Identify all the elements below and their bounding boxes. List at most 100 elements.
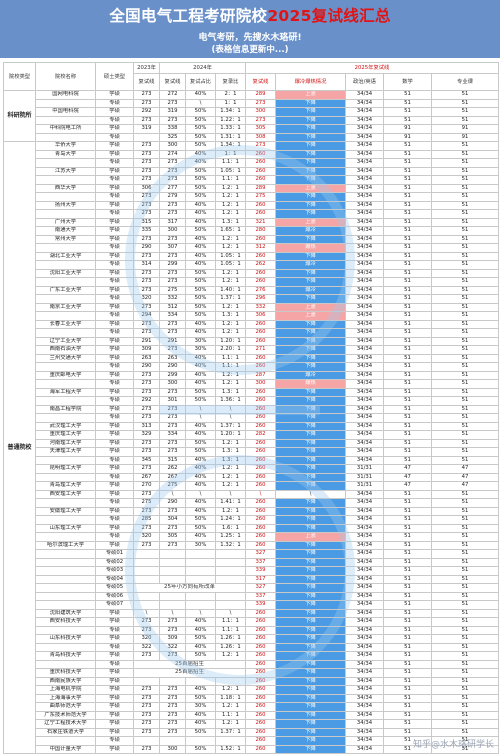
line-2025: 260	[245, 642, 276, 652]
school-name: 广东工业大学	[35, 285, 96, 295]
politics-english: 34/34	[345, 166, 384, 176]
degree-type: 专硕	[95, 498, 134, 508]
math: 51	[383, 532, 432, 542]
line-2025: 308	[245, 132, 276, 142]
degree-type: 学硕	[95, 387, 134, 397]
pct-2024: 50%	[185, 523, 216, 533]
line-2024: 279	[159, 192, 186, 202]
trend-badge: 下降	[275, 447, 346, 457]
table-row: 广州大学 学硕 315 317 40% 1.3：1 321 上涨 34/34 51 51	[4, 217, 500, 227]
major-course: 51	[430, 498, 500, 508]
politics-english: 34/34	[345, 141, 384, 151]
header-2024: 2024年	[159, 62, 246, 74]
pct-2024: 50%	[185, 651, 216, 661]
major-course: 51	[430, 600, 500, 610]
math: 51	[383, 676, 432, 686]
line-2024: 273	[159, 727, 186, 737]
major-course: 51	[430, 634, 500, 644]
line-2024: 312	[159, 302, 186, 312]
politics-english: 34/34	[345, 107, 384, 117]
line-2025: 260	[245, 387, 276, 397]
major-course: 51	[430, 260, 500, 270]
pct-2024: 40%	[185, 234, 216, 244]
line-2025: 260	[245, 625, 276, 635]
line-2025: 280	[245, 226, 276, 236]
line-2023: 319	[133, 124, 160, 134]
major-course: 51	[430, 209, 500, 219]
trend-badge: 下降	[275, 438, 346, 448]
line-2023	[133, 557, 160, 567]
politics-english: 34/34	[345, 489, 384, 499]
degree-type: 专硕	[95, 328, 134, 338]
line-2023: 273	[133, 447, 160, 457]
politics-english: 34/34	[345, 549, 384, 559]
line-2024: 290	[159, 362, 186, 372]
ratio-2024	[215, 549, 246, 559]
major-course: 51	[430, 200, 500, 210]
table-row: 安徽理工大学 学硕 273 273 40% 1.2：1 260 下降 34/34 51 51	[4, 506, 500, 516]
line-2024: 273	[159, 404, 186, 414]
politics-english: 34/34	[345, 243, 384, 253]
pct-2024: 30%	[185, 540, 216, 550]
degree-type: 学硕	[95, 345, 134, 355]
trend-badge: 上涨	[275, 183, 346, 193]
pct-2024: 50%	[185, 132, 216, 142]
line-2024: 334	[159, 430, 186, 440]
table-row: 专硕 345 315 40% 1.3：1 260 下降 34/34 51 51	[4, 455, 500, 465]
ratio-2024: 1.25：1	[215, 532, 246, 542]
school-name: 上海电机学院	[35, 685, 96, 695]
pct-2024: 40%	[185, 421, 216, 431]
school-name	[35, 158, 96, 168]
math: 51	[383, 200, 432, 210]
pct-2024: 50%	[185, 183, 216, 193]
line-2023: 273	[133, 617, 160, 627]
header-politics: 政治/英语	[345, 73, 384, 91]
table-row: 专硕 267 267 40% 1.2：1 260 下降 31/31 47 47	[4, 472, 500, 482]
major-course: 51	[430, 311, 500, 321]
politics-english: 31/31	[345, 481, 384, 491]
line-2023: 314	[133, 260, 160, 270]
math: 51	[383, 557, 432, 567]
line-2025: 260	[245, 396, 276, 406]
math: 51	[383, 243, 432, 253]
trend-badge: 下降	[275, 362, 346, 372]
ratio-2024: 1.2：1	[215, 268, 246, 278]
line-2024: 273	[159, 115, 186, 125]
major-course: 51	[430, 710, 500, 720]
table-row: 中国电科院 学硕 292 319 50% 1.34：1 300 下降 34/34 51 51	[4, 107, 500, 117]
ratio-2024: 1.05：1	[215, 166, 246, 176]
line-2023: 273	[133, 268, 160, 278]
degree-type: 学硕	[95, 617, 134, 627]
line-2024: 273	[159, 328, 186, 338]
line-2024: 274	[159, 149, 186, 159]
politics-english: 34/34	[345, 727, 384, 737]
line-2023: 273	[133, 413, 160, 423]
line-2024: 273	[159, 234, 186, 244]
line-2025: 260	[245, 481, 276, 491]
school-name: 西南民族大学	[35, 676, 96, 686]
pct-2024: 50%	[185, 311, 216, 321]
major-course: 51	[430, 447, 500, 457]
pct-2024: 50%	[185, 634, 216, 644]
header-school-type: 院校类型	[3, 62, 36, 91]
politics-english: 34/34	[345, 617, 384, 627]
line-2024: 273	[159, 447, 186, 457]
politics-english: 34/34	[345, 676, 384, 686]
math: 51	[383, 234, 432, 244]
major-course: 51	[430, 702, 500, 712]
line-2025: 260	[245, 659, 276, 669]
pct-2024: \	[185, 98, 216, 108]
trend-badge: 下降	[275, 107, 346, 117]
school-name: 沈阳工业大学	[35, 268, 96, 278]
ratio-2024: 1.2：1	[215, 651, 246, 661]
trend-badge: \	[275, 489, 346, 499]
math: 51	[383, 489, 432, 499]
major-course: 51	[430, 642, 500, 652]
politics-english: 34/34	[345, 353, 384, 363]
politics-english: 34/34	[345, 642, 384, 652]
line-2025: 260	[245, 651, 276, 661]
math: 51	[383, 523, 432, 533]
line-2023: 290	[133, 243, 160, 253]
trend-badge: 下降	[275, 166, 346, 176]
math: 51	[383, 294, 432, 304]
